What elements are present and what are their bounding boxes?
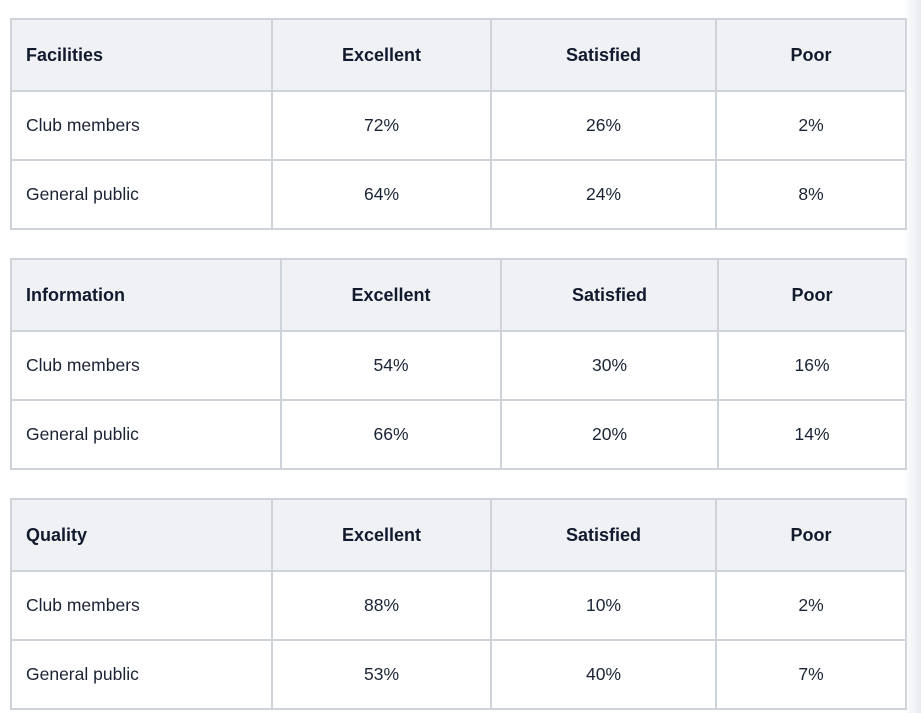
data-cell: 20% xyxy=(500,399,719,470)
column-header-poor: Poor xyxy=(717,258,907,332)
data-cell: 26% xyxy=(490,90,717,161)
column-header-satisfied: Satisfied xyxy=(490,498,717,572)
column-header-excellent: Excellent xyxy=(280,258,502,332)
data-cell: 40% xyxy=(490,639,717,710)
table-row: General public 64% 24% 8% xyxy=(10,159,907,230)
row-label: General public xyxy=(10,399,282,470)
data-cell: 88% xyxy=(271,570,492,641)
column-header-poor: Poor xyxy=(715,498,907,572)
data-cell: 8% xyxy=(715,159,907,230)
survey-table-information: Information Excellent Satisfied Poor Clu… xyxy=(10,258,907,470)
column-header-satisfied: Satisfied xyxy=(500,258,719,332)
data-cell: 14% xyxy=(717,399,907,470)
data-cell: 10% xyxy=(490,570,717,641)
table-row: Club members 88% 10% 2% xyxy=(10,570,907,641)
table-header-row: Quality Excellent Satisfied Poor xyxy=(10,498,907,572)
row-label: Club members xyxy=(10,330,282,401)
column-header-satisfied: Satisfied xyxy=(490,18,717,92)
table-header-row: Facilities Excellent Satisfied Poor xyxy=(10,18,907,92)
row-label: Club members xyxy=(10,570,273,641)
data-cell: 2% xyxy=(715,90,907,161)
table-title: Facilities xyxy=(10,18,273,92)
data-cell: 54% xyxy=(280,330,502,401)
data-cell: 2% xyxy=(715,570,907,641)
survey-table-quality: Quality Excellent Satisfied Poor Club me… xyxy=(10,498,907,710)
row-label: Club members xyxy=(10,90,273,161)
data-cell: 30% xyxy=(500,330,719,401)
table-row: General public 53% 40% 7% xyxy=(10,639,907,710)
data-cell: 24% xyxy=(490,159,717,230)
table-header-row: Information Excellent Satisfied Poor xyxy=(10,258,907,332)
row-label: General public xyxy=(10,159,273,230)
data-cell: 72% xyxy=(271,90,492,161)
data-cell: 53% xyxy=(271,639,492,710)
data-cell: 7% xyxy=(715,639,907,710)
table-row: General public 66% 20% 14% xyxy=(10,399,907,470)
data-cell: 64% xyxy=(271,159,492,230)
column-header-excellent: Excellent xyxy=(271,498,492,572)
row-label: General public xyxy=(10,639,273,710)
table-row: Club members 54% 30% 16% xyxy=(10,330,907,401)
column-header-excellent: Excellent xyxy=(271,18,492,92)
table-title: Quality xyxy=(10,498,273,572)
column-header-poor: Poor xyxy=(715,18,907,92)
table-title: Information xyxy=(10,258,282,332)
survey-table-facilities: Facilities Excellent Satisfied Poor Club… xyxy=(10,18,907,230)
data-cell: 66% xyxy=(280,399,502,470)
table-row: Club members 72% 26% 2% xyxy=(10,90,907,161)
data-cell: 16% xyxy=(717,330,907,401)
